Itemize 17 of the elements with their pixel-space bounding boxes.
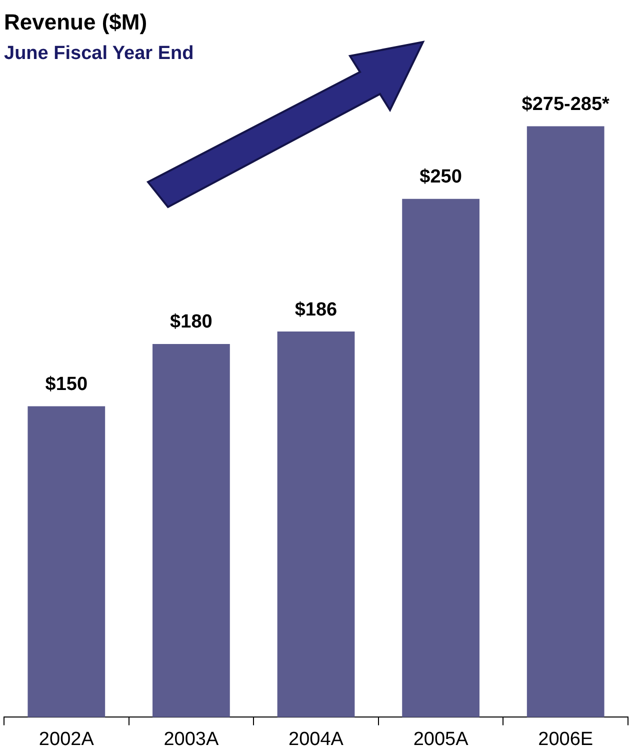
- chart-title: Revenue ($M): [4, 9, 148, 34]
- x-tick-label: 2004A: [288, 728, 344, 750]
- bar: [402, 198, 480, 718]
- bar: [526, 126, 604, 718]
- x-tick-label: 2003A: [164, 728, 219, 750]
- bar: [277, 332, 355, 718]
- x-tick-label: 2005A: [413, 728, 469, 750]
- data-label: $186: [294, 299, 338, 320]
- data-label: $180: [170, 312, 212, 333]
- data-label: $275-285*: [522, 94, 610, 116]
- bar: [152, 344, 230, 718]
- x-tick-label: 2006E: [538, 728, 594, 750]
- x-tick-label: 2002A: [38, 728, 94, 750]
- data-label: $250: [420, 166, 462, 188]
- bar: [28, 406, 106, 718]
- data-label: $150: [45, 374, 88, 395]
- chart-subtitle: June Fiscal Year End: [4, 43, 194, 64]
